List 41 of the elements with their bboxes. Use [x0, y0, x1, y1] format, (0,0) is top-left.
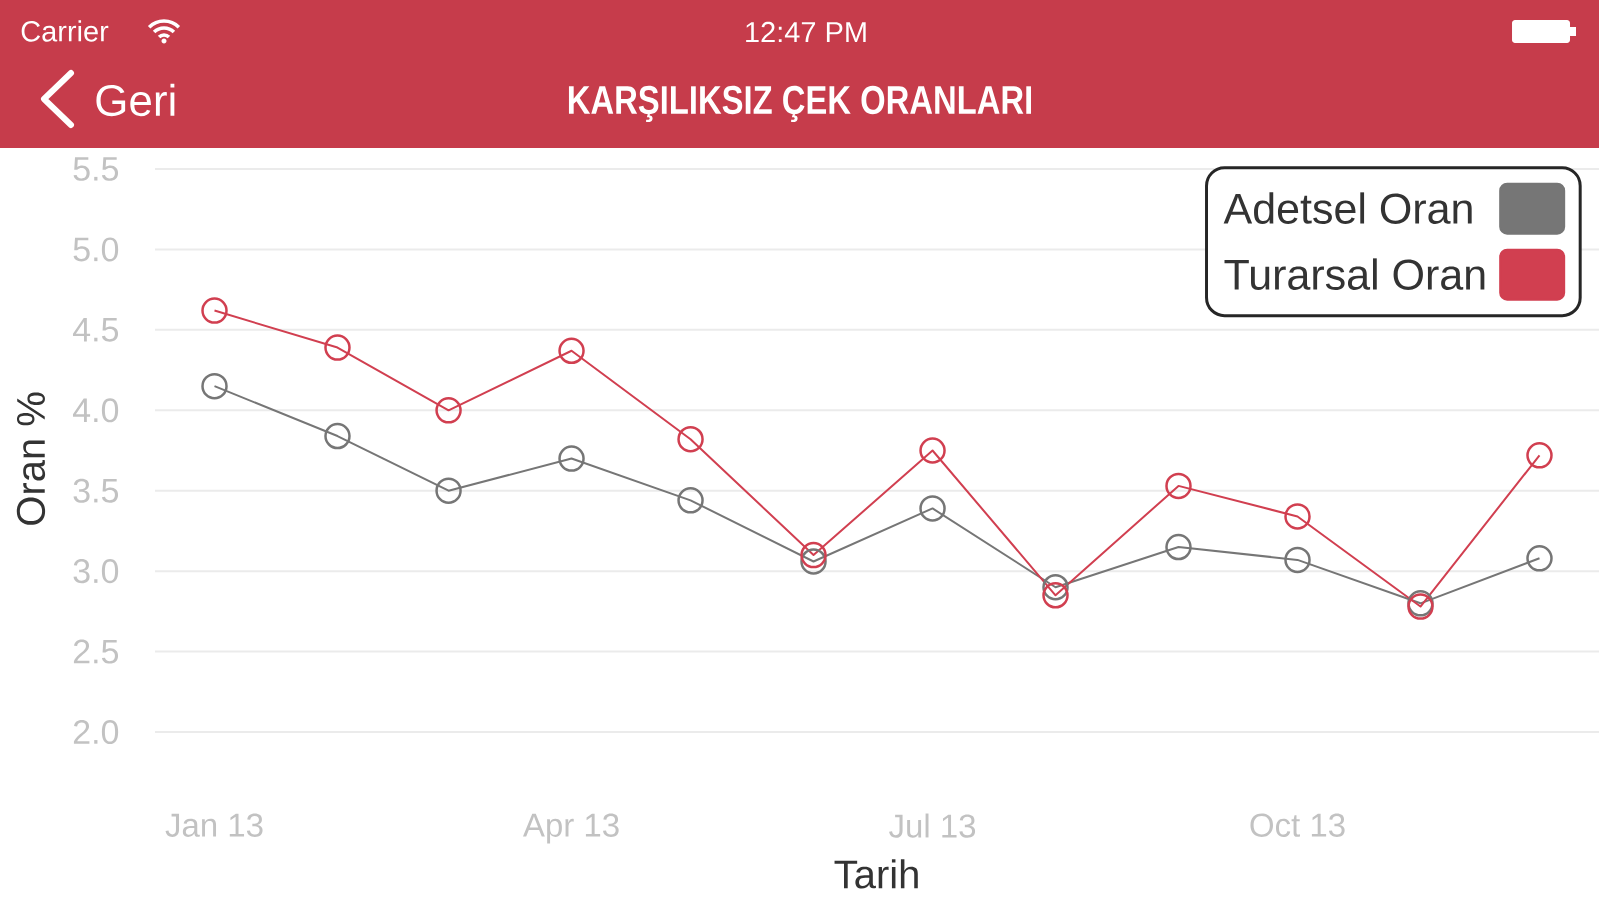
point — [558, 445, 585, 472]
point — [324, 334, 351, 361]
point — [1165, 472, 1192, 500]
point — [800, 541, 827, 569]
x-axis-title: Tarih — [834, 859, 918, 889]
y-tick-label: 4.5 — [72, 317, 119, 342]
y-tick-label: 5.0 — [73, 237, 119, 262]
point — [677, 425, 704, 453]
point — [1284, 546, 1311, 574]
point — [201, 372, 228, 400]
x-tick-label: Oct 13 — [1250, 813, 1345, 837]
legend-label: Adetsel Oran — [1223, 192, 1472, 224]
point — [677, 487, 704, 514]
y-axis-title: Oran % — [16, 392, 46, 525]
y-tick-label: 3.5 — [73, 478, 119, 503]
text: 12:47 PM — [746, 21, 866, 43]
y-tick-label: 3.0 — [73, 559, 119, 584]
legend-label: Turarsal Oran — [1224, 258, 1485, 290]
y-tick-label: 5.5 — [73, 157, 119, 181]
y-tick-label: 2.5 — [73, 639, 119, 664]
point — [1165, 533, 1192, 561]
x-tick-label: Jul 13 — [889, 813, 976, 838]
text: Carrier — [21, 20, 109, 42]
point — [558, 337, 585, 365]
point — [919, 437, 946, 464]
y-tick-label: 2.0 — [73, 719, 119, 745]
point — [1042, 573, 1069, 601]
y-tick-label: 4.0 — [72, 398, 119, 423]
x-tick-label: Jan 13 — [165, 813, 263, 837]
point — [1042, 582, 1069, 609]
text: Geri — [96, 83, 175, 117]
x-tick-label: Apr 13 — [522, 813, 619, 844]
point — [919, 495, 946, 522]
point — [1284, 503, 1311, 530]
point — [324, 422, 351, 450]
point — [1526, 442, 1553, 469]
point — [1526, 545, 1553, 572]
point — [201, 297, 228, 324]
point — [435, 397, 462, 424]
point — [435, 477, 462, 504]
chart-title: KARŞILIKSIZ ÇEK ORANLARI — [568, 85, 1032, 123]
